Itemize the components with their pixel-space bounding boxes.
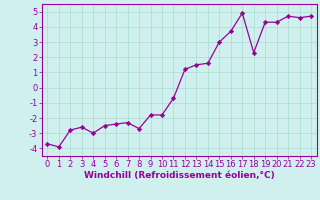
X-axis label: Windchill (Refroidissement éolien,°C): Windchill (Refroidissement éolien,°C) bbox=[84, 171, 275, 180]
